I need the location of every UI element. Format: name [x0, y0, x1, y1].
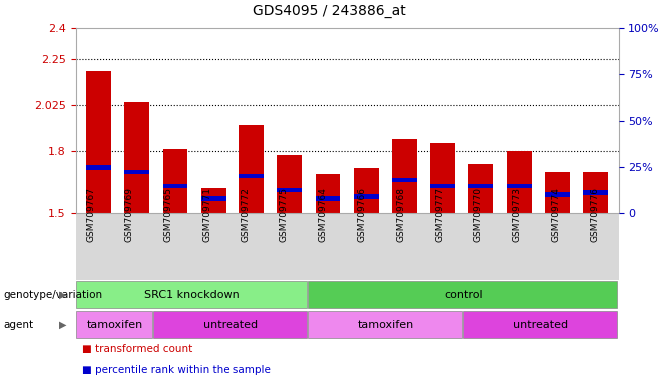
Bar [430, 184, 455, 189]
Bar [239, 174, 264, 178]
Text: GSM709768: GSM709768 [396, 187, 405, 242]
Bar [163, 184, 188, 189]
Text: GSM709775: GSM709775 [280, 187, 289, 242]
Text: GSM709773: GSM709773 [513, 187, 522, 242]
Text: GSM709777: GSM709777 [435, 187, 444, 242]
Bar [545, 172, 570, 213]
Text: ▶: ▶ [59, 320, 66, 330]
Bar [124, 169, 149, 174]
Text: GSM709766: GSM709766 [357, 187, 367, 242]
Text: GDS4095 / 243886_at: GDS4095 / 243886_at [253, 4, 405, 18]
Bar [468, 184, 494, 189]
Bar [430, 143, 455, 213]
Text: GSM709765: GSM709765 [164, 187, 172, 242]
Text: GSM709774: GSM709774 [551, 187, 561, 242]
Bar [239, 125, 264, 213]
Text: control: control [444, 290, 483, 300]
Bar [316, 174, 340, 213]
Text: tamoxifen: tamoxifen [358, 320, 414, 330]
Bar [277, 188, 302, 192]
Bar [545, 192, 570, 197]
Bar [392, 139, 417, 213]
Bar [507, 151, 532, 213]
Text: tamoxifen: tamoxifen [86, 320, 143, 330]
Text: GSM709769: GSM709769 [125, 187, 134, 242]
Text: SRC1 knockdown: SRC1 knockdown [144, 290, 240, 300]
Text: untreated: untreated [513, 320, 569, 330]
Text: GSM709764: GSM709764 [318, 187, 328, 242]
Text: genotype/variation: genotype/variation [3, 290, 103, 300]
Bar [583, 190, 608, 195]
Text: ▶: ▶ [59, 290, 66, 300]
Bar [354, 168, 378, 213]
Text: GSM709776: GSM709776 [590, 187, 599, 242]
Text: GSM709771: GSM709771 [203, 187, 211, 242]
Bar [124, 102, 149, 213]
Bar [468, 164, 494, 213]
Bar [507, 184, 532, 189]
Text: GSM709772: GSM709772 [241, 187, 250, 242]
Bar [86, 71, 111, 213]
Text: ■ transformed count: ■ transformed count [82, 344, 193, 354]
Bar [86, 166, 111, 170]
Bar [392, 178, 417, 182]
Text: GSM709770: GSM709770 [474, 187, 483, 242]
Bar [201, 188, 226, 213]
Bar [201, 196, 226, 201]
Bar [277, 156, 302, 213]
Text: ■ percentile rank within the sample: ■ percentile rank within the sample [82, 365, 271, 375]
Bar [163, 149, 188, 213]
Bar [316, 196, 340, 201]
Bar [583, 172, 608, 213]
Text: untreated: untreated [203, 320, 259, 330]
Bar [354, 194, 378, 199]
Text: GSM709767: GSM709767 [86, 187, 95, 242]
Text: agent: agent [3, 320, 34, 330]
